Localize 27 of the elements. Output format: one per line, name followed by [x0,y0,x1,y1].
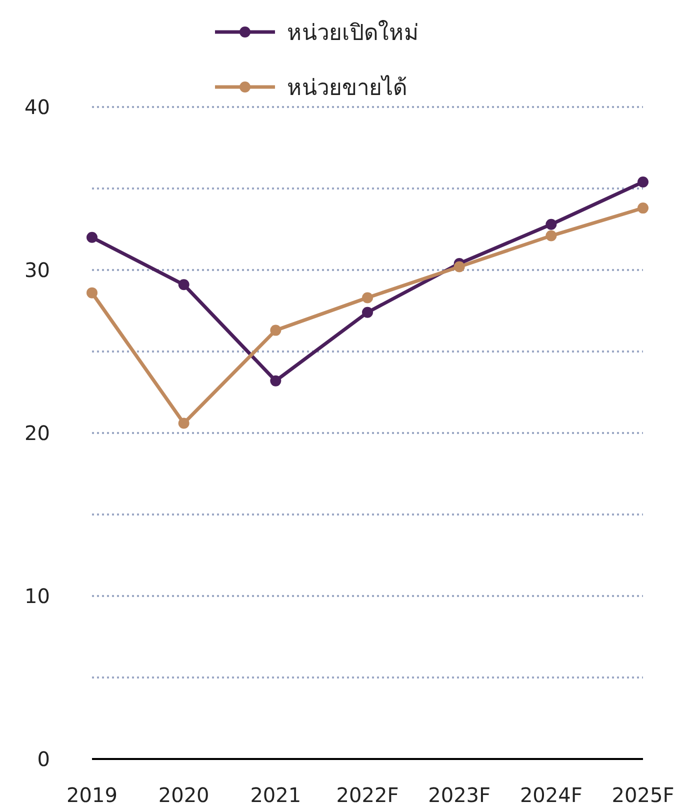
x-tick-label: 2025F [612,783,674,805]
point [362,292,373,304]
point [362,306,373,318]
y-tick-label: 20 [24,421,50,445]
point [546,230,557,242]
point [638,202,648,214]
point [178,418,190,429]
x-tick-label: 2020 [158,783,210,805]
point [178,279,190,290]
y-tick-label: 0 [37,747,50,771]
point [86,287,98,298]
x-tick-label: 2024F [520,783,582,805]
y-tick-label: 40 [24,95,50,119]
y-tick-label: 30 [24,258,50,282]
point [270,375,282,386]
point [546,218,557,230]
point [454,261,465,272]
point [270,324,282,336]
point [86,232,98,243]
x-tick-label: 2023F [428,783,491,805]
legend-label: หน่วยเปิดใหม่ [287,20,419,46]
legend-label: หน่วยขายได้ [287,75,407,101]
x-tick-label: 2022F [336,783,399,805]
point [638,176,648,188]
y-tick-label: 10 [24,584,50,608]
x-tick-label: 2019 [66,783,118,805]
x-tick-label: 2021 [250,783,302,805]
